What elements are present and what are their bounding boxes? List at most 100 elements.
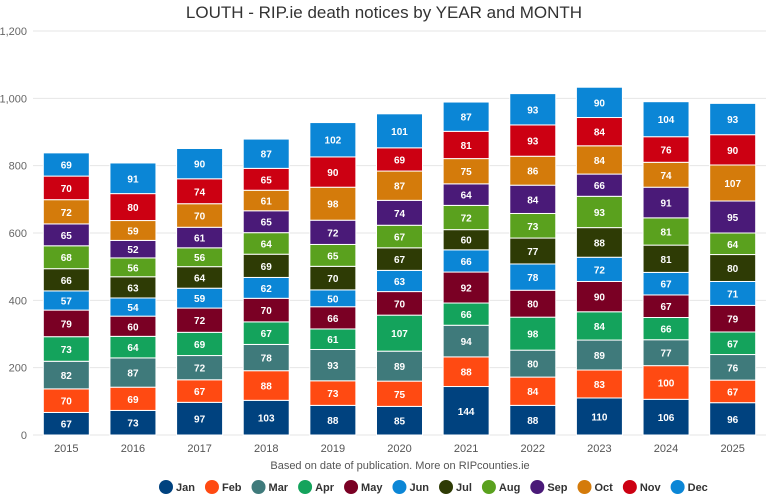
bar-segment-aug[interactable] (442, 204, 490, 231)
legend-item-dec[interactable]: Dec (670, 480, 708, 494)
bar-segment-jan[interactable] (242, 399, 290, 436)
x-tick-label: 2016 (121, 443, 145, 455)
data-label: 66 (327, 314, 339, 325)
bar-segment-mar[interactable] (709, 354, 757, 381)
legend-item-aug[interactable]: Aug (481, 480, 520, 494)
data-label: 83 (594, 380, 606, 391)
bar-segment-jul[interactable] (509, 237, 557, 265)
data-label: 72 (194, 364, 206, 375)
bar-segment-aug[interactable] (509, 212, 557, 239)
bar-segment-jun[interactable] (575, 256, 623, 282)
bar-segment-mar[interactable] (642, 339, 690, 367)
data-label: 66 (594, 181, 606, 192)
data-label: 64 (261, 239, 273, 250)
bar-segment-dec[interactable] (709, 102, 757, 136)
legend-item-apr[interactable]: Apr (298, 480, 335, 494)
bar-segment-jan[interactable] (709, 402, 757, 436)
bar-segment-nov[interactable] (575, 117, 623, 147)
bar-segment-jan[interactable] (442, 386, 490, 436)
bar-segment-nov[interactable] (709, 134, 757, 166)
data-label: 57 (61, 297, 73, 308)
legend-marker (577, 480, 592, 494)
bar-segment-may[interactable] (42, 309, 90, 338)
bar-segment-jan[interactable] (376, 405, 423, 436)
data-label: 65 (261, 218, 273, 229)
bar-segment-may[interactable] (509, 289, 557, 318)
legend-item-nov[interactable]: Nov (622, 480, 662, 494)
bar-segment-nov[interactable] (642, 136, 690, 163)
bar-segment-dec[interactable] (42, 152, 90, 177)
bar-segment-jan[interactable] (509, 404, 557, 436)
legend-label: Mar (269, 482, 289, 494)
legend-item-jan[interactable]: Jan (159, 480, 195, 494)
bar-segment-oct[interactable] (642, 161, 690, 188)
bar-segment-mar[interactable] (242, 343, 290, 372)
bar-segment-jan[interactable] (642, 398, 690, 436)
legend-label: Apr (315, 482, 335, 494)
data-label: 64 (461, 191, 473, 202)
data-label: 67 (660, 280, 672, 291)
legend-item-sep[interactable]: Sep (530, 480, 568, 494)
bar-segment-dec[interactable] (575, 86, 623, 119)
bar-segment-mar[interactable] (109, 357, 157, 388)
data-label: 69 (394, 155, 406, 166)
bar-segment-feb[interactable] (642, 365, 690, 400)
legend-item-jul[interactable]: Jul (439, 480, 472, 494)
bar-segment-jul[interactable] (709, 254, 757, 282)
bar-segment-mar[interactable] (309, 348, 357, 382)
bar-segment-mar[interactable] (42, 360, 90, 390)
data-label: 59 (194, 294, 206, 305)
data-label: 81 (461, 141, 473, 152)
bar-segment-nov[interactable] (109, 193, 157, 222)
bar-segment-dec[interactable] (442, 101, 490, 132)
bar-segment-jun[interactable] (509, 263, 557, 291)
data-label: 66 (660, 325, 672, 336)
data-label: 80 (727, 264, 739, 275)
bar-segment-sep[interactable] (509, 184, 557, 214)
bar-segment-apr[interactable] (376, 314, 423, 352)
bar-segment-nov[interactable] (509, 124, 557, 157)
bar-segment-dec[interactable] (376, 113, 423, 149)
legend-label: Aug (499, 482, 520, 494)
bar-segment-may[interactable] (575, 280, 623, 313)
legend-item-feb[interactable]: Feb (204, 480, 242, 494)
legend-item-oct[interactable]: Oct (577, 480, 614, 494)
bar-segment-dec[interactable] (509, 93, 557, 126)
data-label: 73 (527, 222, 539, 233)
bar-segment-apr[interactable] (575, 311, 623, 341)
bar-segment-oct[interactable] (509, 155, 557, 186)
bar-segment-aug[interactable] (642, 217, 690, 246)
data-label: 66 (461, 257, 473, 268)
bar-segment-sep[interactable] (642, 186, 690, 219)
bar-segment-oct[interactable] (376, 170, 423, 201)
data-label: 76 (727, 363, 739, 374)
bar-segment-feb[interactable] (575, 369, 623, 399)
bar-segment-oct[interactable] (42, 199, 90, 225)
bar-segment-dec[interactable] (109, 162, 157, 195)
bar-segment-nov[interactable] (442, 130, 490, 160)
bar-segment-apr[interactable] (509, 316, 557, 351)
bar-segment-mar[interactable] (176, 355, 224, 381)
data-label: 86 (527, 167, 539, 178)
bar-segment-dec[interactable] (309, 122, 357, 158)
bar-segment-apr[interactable] (42, 336, 90, 362)
data-label: 95 (727, 213, 739, 224)
bar-segment-feb[interactable] (309, 380, 357, 406)
bar-segment-mar[interactable] (575, 339, 623, 371)
data-label: 102 (325, 136, 342, 147)
legend-item-may[interactable]: May (344, 480, 383, 494)
bar-segment-oct[interactable] (309, 186, 357, 221)
bar-segment-dec[interactable] (242, 138, 290, 169)
bar-segment-dec[interactable] (642, 101, 690, 138)
bar-segment-feb[interactable] (509, 376, 557, 406)
legend-item-mar[interactable]: Mar (251, 480, 289, 494)
legend-item-jun[interactable]: Jun (392, 480, 429, 494)
bar-segment-dec[interactable] (176, 147, 224, 180)
bar-segment-nov[interactable] (176, 178, 224, 205)
bar-segment-aug[interactable] (575, 195, 623, 229)
data-label: 80 (527, 300, 539, 311)
bar-segment-mar[interactable] (376, 350, 423, 382)
bar-segment-feb[interactable] (442, 356, 490, 388)
bar-segment-may[interactable] (709, 304, 757, 333)
bar-segment-sep[interactable] (709, 200, 757, 234)
